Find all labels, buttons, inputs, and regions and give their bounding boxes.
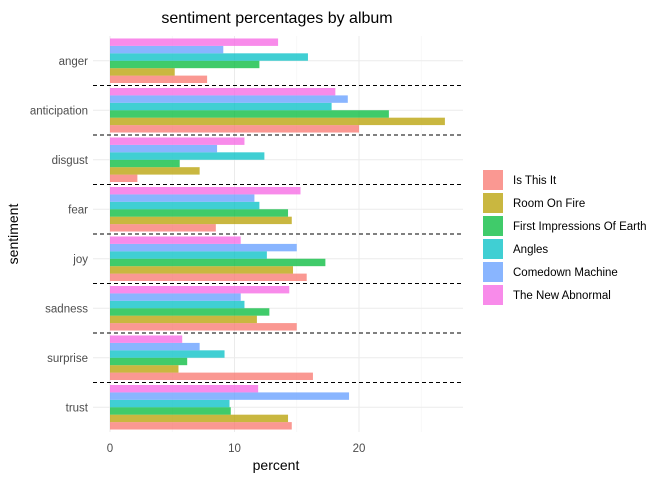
bar-sadness-the-new-abnormal [110, 285, 290, 294]
x-tick-label: 10 [228, 443, 241, 455]
legend-label: Angles [513, 244, 548, 256]
bar-anticipation-angles [110, 102, 332, 111]
y-tick-label: disgust [52, 155, 89, 167]
bar-fear-angles [110, 201, 260, 210]
bar-disgust-the-new-abnormal [110, 137, 245, 145]
bar-disgust-angles [110, 152, 265, 160]
bar-joy-comedown-machine [110, 243, 297, 252]
bar-disgust-room-on-fire [110, 167, 200, 175]
y-tick-label: sadness [45, 303, 88, 315]
legend-key-angles [483, 239, 503, 259]
bar-disgust-comedown-machine [110, 144, 218, 153]
bar-anticipation-room-on-fire [110, 117, 445, 126]
bar-sadness-room-on-fire [110, 315, 257, 324]
legend-label: Comedown Machine [513, 267, 618, 279]
bar-anger-the-new-abnormal [110, 38, 279, 46]
legend-label: First Impressions Of Earth [513, 221, 647, 233]
bar-surprise-the-new-abnormal [110, 335, 183, 343]
y-tick-label: joy [72, 254, 88, 266]
legend-label: The New Abnormal [513, 290, 611, 302]
y-tick-label: trust [66, 402, 89, 414]
bar-anticipation-is-this-it [110, 125, 359, 133]
legend-label: Is This It [513, 175, 557, 187]
x-axis-title: percent [253, 457, 300, 473]
chart-title: sentiment percentages by album [161, 10, 392, 27]
legend-key-is-this-it [483, 170, 503, 190]
y-tick-label: anger [59, 56, 89, 68]
y-axis-title: sentiment [5, 204, 21, 265]
bar-anticipation-first-impressions-of-earth [110, 110, 389, 118]
bar-trust-room-on-fire [110, 414, 289, 423]
bar-surprise-angles [110, 350, 225, 358]
legend-key-the-new-abnormal [483, 285, 503, 305]
bar-trust-comedown-machine [110, 392, 350, 400]
bar-joy-is-this-it [110, 273, 307, 282]
x-tick-label: 0 [107, 443, 113, 455]
bar-fear-first-impressions-of-earth [110, 209, 289, 217]
legend: Is This It Room On Fire First Impressions … [483, 170, 647, 305]
category-separators [93, 84, 463, 384]
bar-anticipation-comedown-machine [110, 95, 348, 103]
bar-disgust-first-impressions-of-earth [110, 159, 180, 168]
bar-sadness-first-impressions-of-earth [110, 308, 270, 316]
bar-sadness-comedown-machine [110, 293, 241, 301]
bar-anger-comedown-machine [110, 45, 224, 54]
legend-label: Room On Fire [513, 198, 585, 210]
bar-joy-first-impressions-of-earth [110, 258, 326, 267]
bar-anticipation-the-new-abnormal [110, 87, 336, 96]
y-axis-tick-labels: anger anticipation disgust fear joy sadness su… [30, 56, 89, 415]
legend-key-first-impressions-of-earth [483, 216, 503, 236]
bar-disgust-is-this-it [110, 174, 138, 183]
bar-surprise-room-on-fire [110, 365, 179, 373]
x-axis-tick-labels: 0 10 20 [107, 443, 366, 455]
bar-anger-first-impressions-of-earth [110, 60, 260, 69]
legend-key-comedown-machine [483, 262, 503, 282]
y-tick-label: anticipation [30, 105, 88, 117]
x-tick-label: 20 [353, 443, 366, 455]
bar-fear-room-on-fire [110, 216, 292, 225]
y-tick-label: fear [68, 204, 88, 216]
bar-trust-angles [110, 399, 230, 408]
bar-anger-room-on-fire [110, 68, 175, 76]
bar-fear-comedown-machine [110, 194, 255, 202]
bar-fear-the-new-abnormal [110, 186, 301, 195]
bar-joy-angles [110, 251, 267, 259]
bar-trust-first-impressions-of-earth [110, 407, 231, 415]
y-tick-label: surprise [47, 353, 88, 365]
bar-joy-the-new-abnormal [110, 236, 241, 244]
bar-sadness-is-this-it [110, 323, 297, 331]
bars [110, 38, 445, 430]
bar-surprise-comedown-machine [110, 342, 200, 351]
bar-anger-is-this-it [110, 75, 208, 84]
bar-fear-is-this-it [110, 224, 216, 232]
bar-surprise-is-this-it [110, 372, 313, 381]
bar-trust-is-this-it [110, 422, 292, 430]
bar-anger-angles [110, 53, 308, 61]
bar-trust-the-new-abnormal [110, 384, 259, 393]
legend-key-room-on-fire [483, 193, 503, 213]
bar-sadness-angles [110, 300, 245, 309]
bar-surprise-first-impressions-of-earth [110, 357, 188, 366]
bar-joy-room-on-fire [110, 266, 294, 274]
